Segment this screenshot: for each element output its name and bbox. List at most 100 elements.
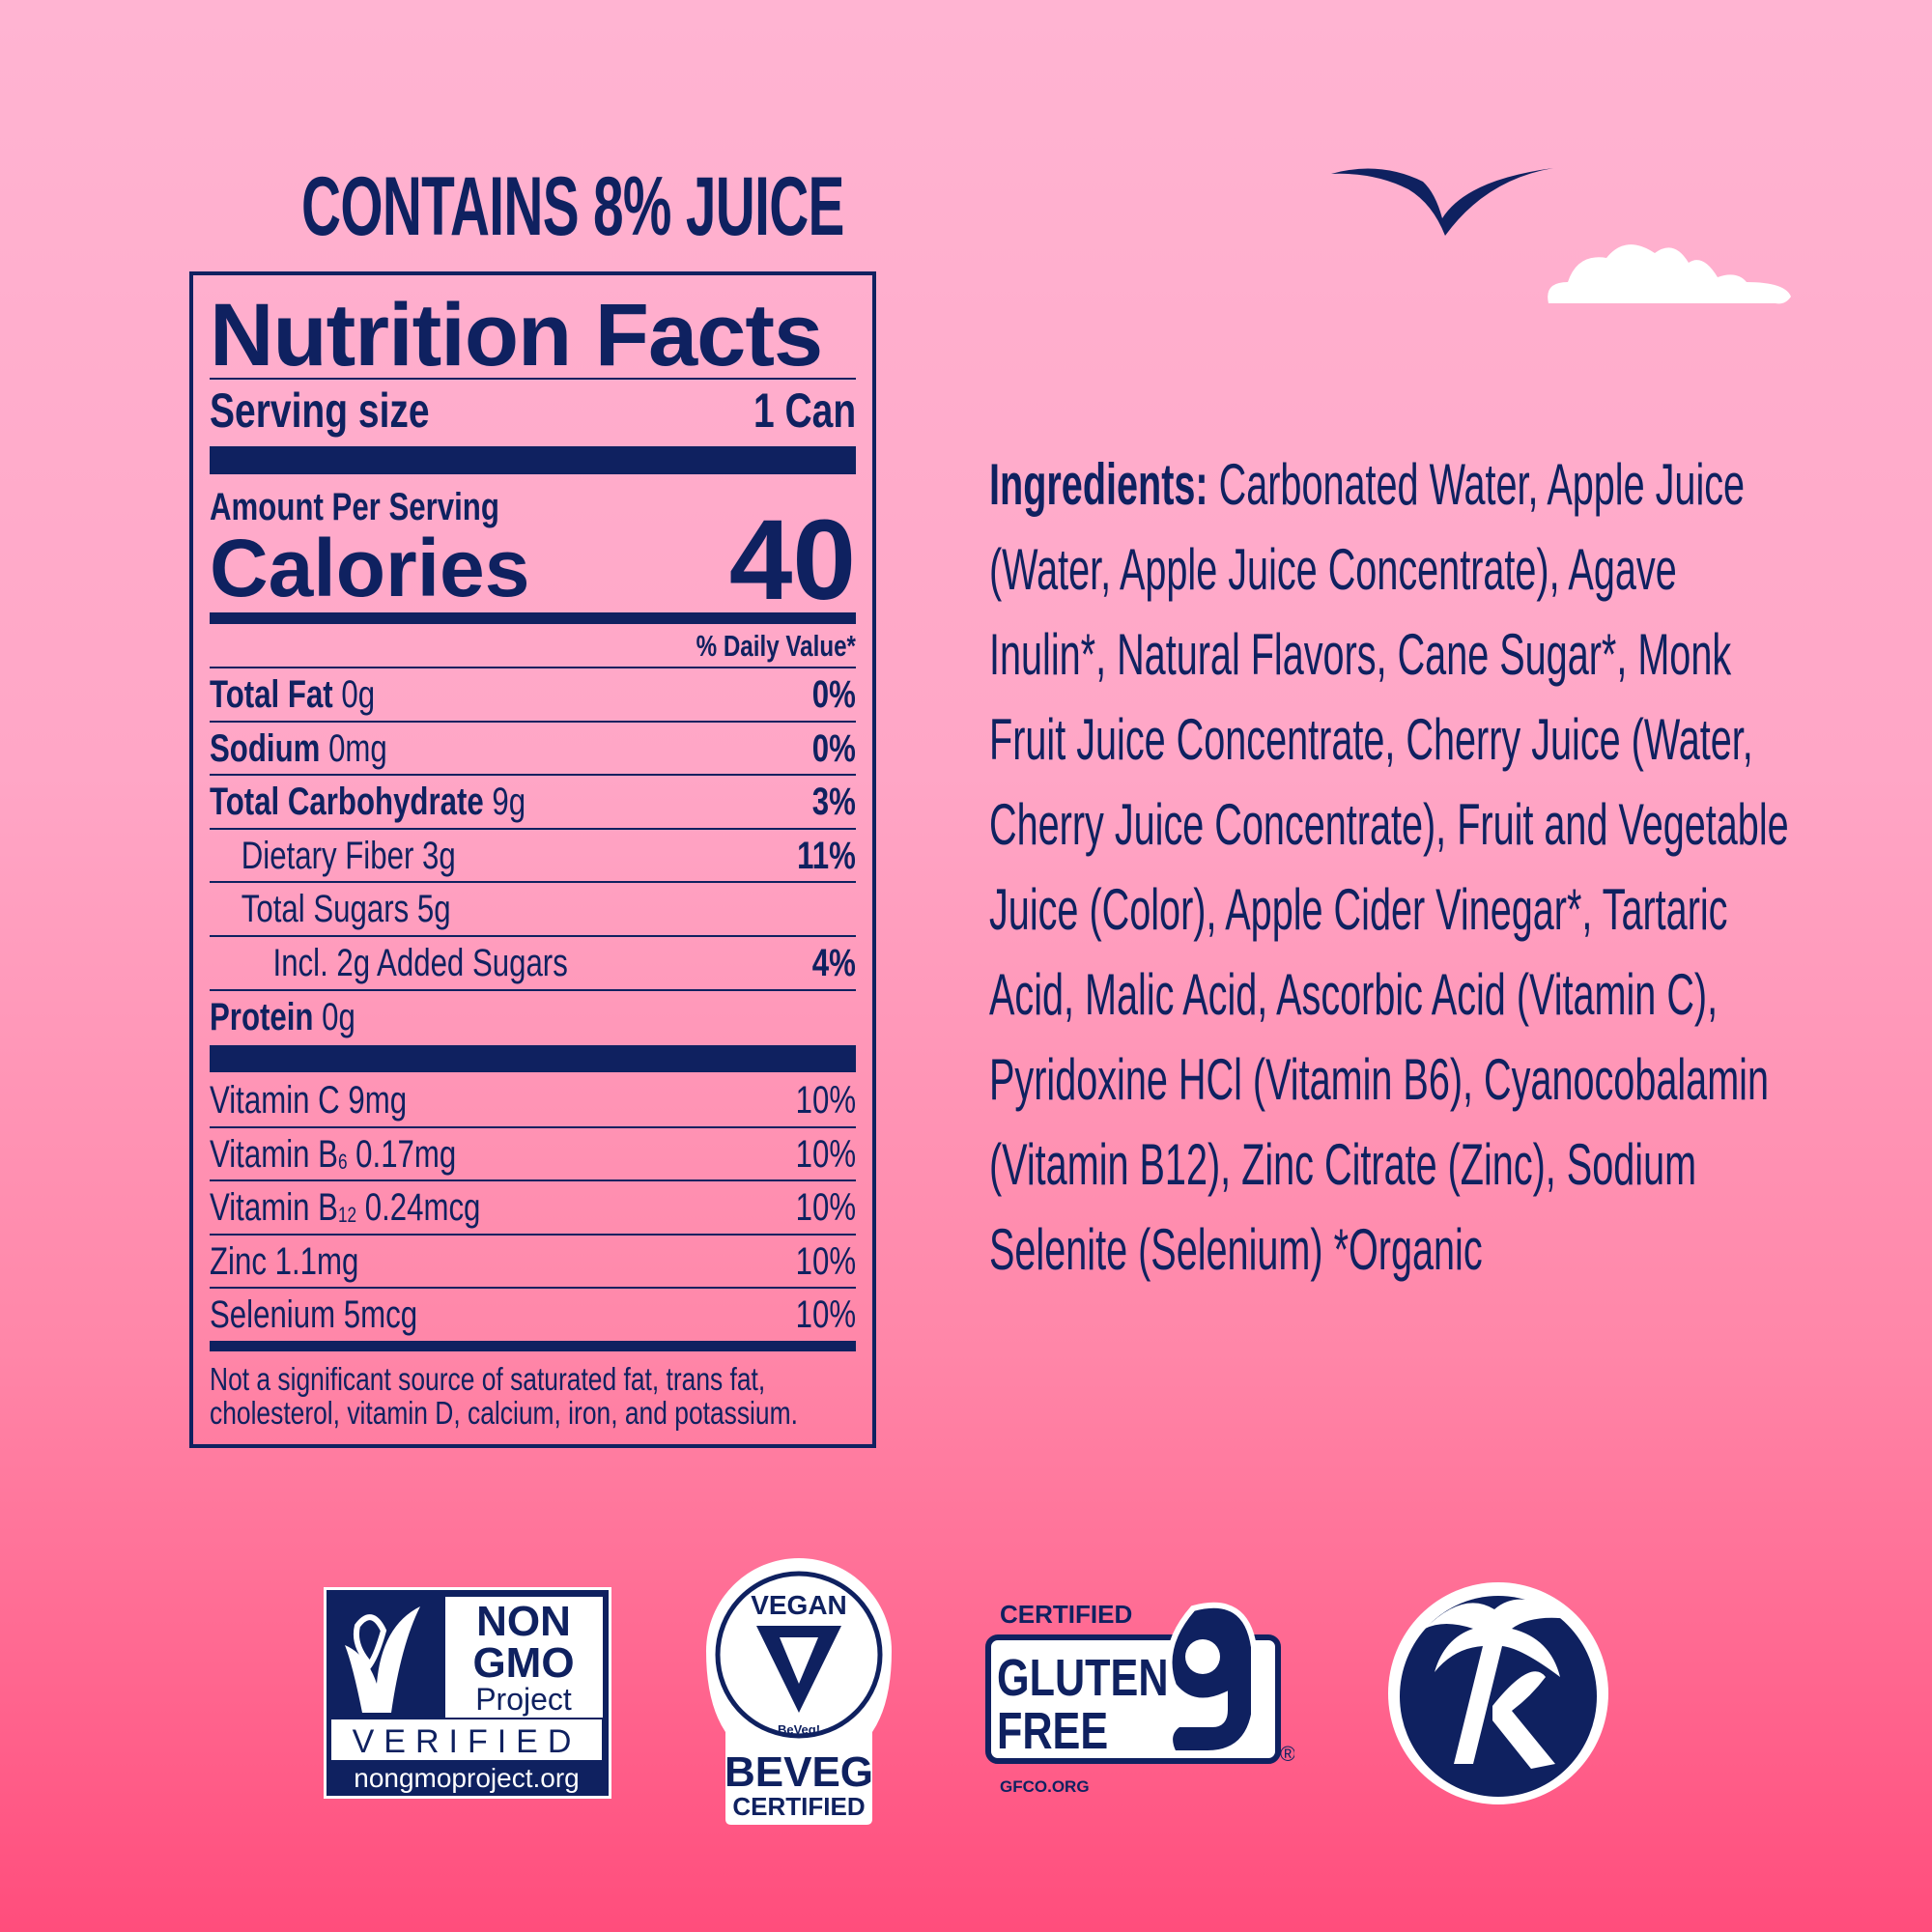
svg-text:GLUTEN: GLUTEN — [997, 1650, 1169, 1708]
vitamin-name: Zinc — [210, 1239, 267, 1283]
ingredients-line: Cherry Juice Concentrate), Fruit and Veg… — [989, 792, 1789, 857]
beveg-vegan-logo: VEGAN BeVeg! BEVEG CERTIFIED — [706, 1558, 892, 1825]
calories-row: Calories 40 — [210, 503, 856, 617]
certified-gluten-free-logo: CERTIFIED GLUTEN FREE ® GFCO.ORG — [985, 1600, 1294, 1796]
divider — [210, 1179, 856, 1182]
ingredients-line: Juice (Color), Apple Cider Vinegar*, Tar… — [989, 877, 1728, 942]
nutrition-facts-panel: Nutrition Facts Serving size 1 Can Amoun… — [189, 271, 876, 1448]
vitamin-dv: 10% — [795, 1239, 856, 1283]
non-gmo-verified-logo: NON GMO Project VERIFIED nongmoproject.o… — [324, 1587, 611, 1799]
nutrient-name: Total Sugars — [241, 888, 410, 931]
svg-text:K: K — [1386, 1571, 1387, 1572]
vitamin-row: Vitamin B6 0.17mg 10% — [210, 1128, 856, 1181]
divider — [210, 935, 856, 937]
svg-text:BEVEG: BEVEG — [724, 1748, 873, 1796]
vitamin-row: Selenium 5mcg 10% — [210, 1289, 856, 1342]
nutrient-name: Sodium — [210, 726, 321, 770]
svg-text:CERTIFIED: CERTIFIED — [1000, 1600, 1132, 1629]
nutrient-name: Dietary Fiber — [241, 834, 414, 877]
serving-size-row: Serving size 1 Can — [210, 384, 856, 438]
serving-label: Serving size — [210, 384, 430, 438]
svg-text:VEGAN: VEGAN — [751, 1590, 847, 1620]
ingredients-list: Ingredients: Carbonated Water, Apple Jui… — [989, 446, 1859, 1296]
amount-per-serving: Amount Per Serving — [210, 486, 499, 528]
vitamin-name: Selenium — [210, 1293, 336, 1337]
medium-divider — [210, 1341, 856, 1351]
nutrient-row: Protein 0g — [210, 991, 856, 1044]
nutrient-amount: 5g — [416, 888, 451, 931]
vitamin-name: Vitamin B — [210, 1132, 338, 1176]
nutrient-row: Sodium 0mg 0% — [210, 723, 856, 776]
vitamin-name: Vitamin C — [210, 1079, 340, 1122]
divider — [210, 1233, 856, 1236]
thick-divider — [210, 446, 856, 474]
divider — [210, 1287, 856, 1290]
svg-text:GMO: GMO — [472, 1639, 574, 1687]
vitamin-name: Vitamin B — [210, 1186, 338, 1230]
divider — [210, 1125, 856, 1128]
nutrient-amount: 9g — [492, 781, 526, 824]
vitamin-amount: 0.17mg — [355, 1132, 457, 1176]
nutrient-amount: 0mg — [328, 726, 387, 770]
vitamin-row: Zinc 1.1mg 10% — [210, 1236, 856, 1289]
nutrient-name: Protein — [210, 995, 314, 1038]
nutrient-row: Total Carbohydrate 9g 3% — [210, 776, 856, 829]
brand-k-palm-logo: K — [1386, 1571, 1608, 1804]
svg-text:®: ® — [1280, 1742, 1294, 1766]
nutrition-title: Nutrition Facts — [210, 286, 823, 384]
nutrient-row: Total Sugars 5g — [210, 883, 856, 936]
vitamin-dv: 10% — [795, 1132, 856, 1176]
ingredients-label: Ingredients: — [989, 452, 1208, 517]
divider — [210, 667, 856, 668]
nutrient-row: Dietary Fiber 3g 11% — [210, 830, 856, 883]
ingredients-line: Acid, Malic Acid, Ascorbic Acid (Vitamin… — [989, 962, 1719, 1027]
daily-value-header: % Daily Value* — [696, 629, 856, 663]
ingredients-line: Pyridoxine HCl (Vitamin B6), Cyanocobala… — [989, 1047, 1770, 1112]
divider — [210, 720, 856, 723]
nutrient-dv: 0% — [811, 673, 856, 716]
svg-text:VERIFIED: VERIFIED — [353, 1723, 582, 1760]
vitamin-dv: 10% — [795, 1079, 856, 1122]
nutrient-row: Total Fat 0g 0% — [210, 668, 856, 722]
divider — [210, 378, 856, 380]
juice-claim: CONTAINS 8% JUICE — [301, 160, 844, 253]
nutrient-amount: 0g — [341, 673, 376, 716]
nutrient-dv: 4% — [811, 942, 856, 984]
vitamin-amount: 5mcg — [343, 1293, 418, 1337]
ingredients-line: (Water, Apple Juice Concentrate), Agave — [989, 537, 1677, 602]
ingredients-line: (Vitamin B12), Zinc Citrate (Zinc), Sodi… — [989, 1132, 1697, 1197]
divider — [210, 988, 856, 991]
divider — [210, 774, 856, 777]
thick-divider — [210, 1045, 856, 1072]
svg-text:nongmoproject.org: nongmoproject.org — [354, 1763, 579, 1793]
vitamin-row: Vitamin C 9mg 10% — [210, 1074, 856, 1127]
svg-text:FREE: FREE — [997, 1703, 1108, 1761]
ingredients-line: Selenite (Selenium) *Organic — [989, 1217, 1483, 1282]
svg-text:GFCO.ORG: GFCO.ORG — [1000, 1777, 1090, 1796]
vitamin-dv: 10% — [795, 1186, 856, 1230]
vitamin-amount: 1.1mg — [274, 1239, 359, 1283]
svg-text:NON: NON — [476, 1598, 571, 1645]
vitamin-amount: 9mg — [348, 1079, 408, 1122]
ingredients-line: Fruit Juice Concentrate, Cherry Juice (W… — [989, 707, 1753, 772]
calories-label: Calories — [210, 523, 530, 613]
nutrient-amount: 3g — [422, 834, 456, 877]
vitamin-dv: 10% — [795, 1293, 856, 1337]
svg-text:BeVeg!: BeVeg! — [778, 1722, 820, 1737]
ingredients-line: Inulin*, Natural Flavors, Cane Sugar*, M… — [989, 622, 1732, 687]
nutrient-name: Incl. 2g Added Sugars — [272, 942, 568, 984]
vitamin-row: Vitamin B12 0.24mcg 10% — [210, 1181, 856, 1235]
divider — [210, 881, 856, 884]
vitamin-subscript: 6 — [337, 1149, 348, 1174]
ingredients-line: Ingredients: Carbonated Water, Apple Jui… — [989, 452, 1746, 517]
footnote: Not a significant source of saturated fa… — [210, 1361, 798, 1431]
vitamin-amount: 0.24mcg — [364, 1186, 481, 1230]
nutrient-name: Total Carbohydrate — [210, 781, 484, 824]
serving-value: 1 Can — [753, 384, 856, 438]
nutrient-amount: 0g — [322, 995, 355, 1038]
nutrient-row: Incl. 2g Added Sugars 4% — [210, 937, 856, 990]
nutrient-dv: 3% — [811, 781, 856, 824]
calories-value: 40 — [728, 497, 856, 624]
bird-icon — [1331, 168, 1553, 236]
medium-divider — [210, 612, 856, 624]
